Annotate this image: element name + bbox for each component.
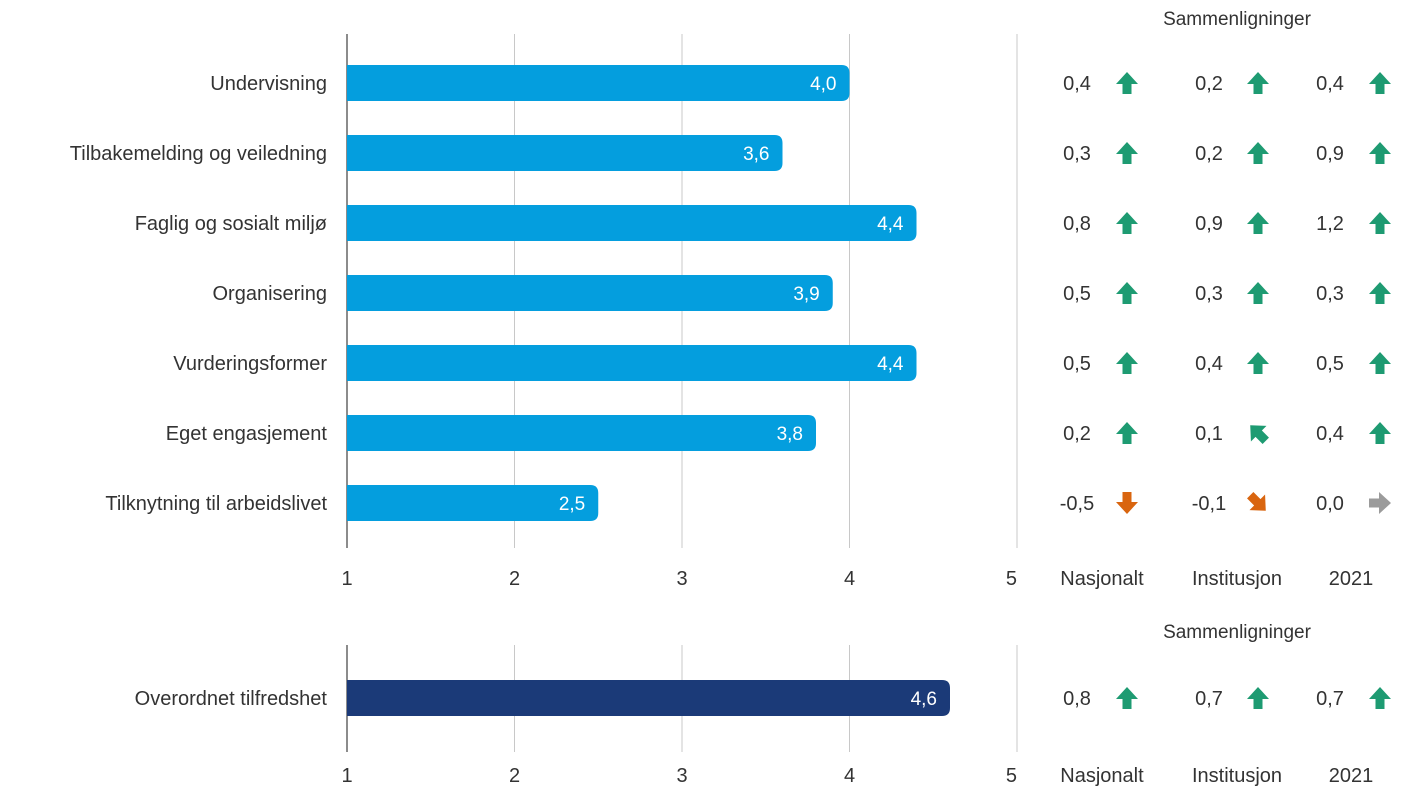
main-bar (347, 485, 599, 521)
main-comparison-arrow-icon (1116, 422, 1138, 444)
main-bar-value-label: 4,4 (877, 354, 904, 375)
overall-comparison-value: 0,7 (1316, 688, 1344, 710)
main-comparison-arrow-icon (1247, 492, 1266, 511)
main-comparison-arrow-icon (1369, 352, 1391, 374)
main-bar (347, 415, 816, 451)
main-comparison-column-label: Institusjon (1192, 568, 1282, 590)
main-comparison-value: 0,2 (1195, 73, 1223, 95)
main-comparison-arrow-icon (1116, 212, 1138, 234)
main-comparison-value: 0,4 (1316, 423, 1344, 445)
main-comparison-arrow-icon (1247, 352, 1269, 374)
main-bar-value-label: 4,4 (877, 214, 904, 235)
overall-comparison-value: 0,8 (1063, 688, 1091, 710)
main-comparison-value: 0,3 (1195, 283, 1223, 305)
main-comparison-column-label: 2021 (1329, 568, 1374, 590)
main-tick-label: 4 (844, 568, 855, 590)
overall-category-label: Overordnet tilfredshet (135, 688, 328, 710)
main-comparison-value: 0,1 (1195, 423, 1223, 445)
overall-comparison-title: Sammenligninger (1163, 622, 1312, 643)
overall-bar-value-label: 4,6 (911, 689, 937, 710)
main-bar-value-label: 3,8 (777, 424, 803, 445)
main-comparison-arrow-icon (1116, 352, 1138, 374)
main-comparison-title: Sammenligninger (1163, 9, 1312, 30)
main-comparison-arrow-icon (1116, 492, 1138, 514)
main-bar-value-label: 3,9 (793, 284, 819, 305)
main-comparison-value: 0,4 (1195, 353, 1223, 375)
overall-comparison-arrow-icon (1369, 687, 1391, 709)
main-category-label: Faglig og sosialt miljø (135, 213, 327, 235)
main-category-label: Tilbakemelding og veiledning (70, 143, 327, 165)
main-comparison-value: 0,5 (1063, 353, 1091, 375)
main-comparison-value: 1,2 (1316, 213, 1344, 235)
main-comparison-value: 0,3 (1316, 283, 1344, 305)
main-comparison-arrow-icon (1116, 72, 1138, 94)
main-comparison-arrow-icon (1369, 282, 1391, 304)
main-comparison-value: 0,0 (1316, 493, 1344, 515)
main-category-label: Vurderingsformer (173, 353, 327, 375)
overall-tick-label: 3 (676, 765, 687, 787)
main-bar (347, 135, 783, 171)
overall-tick-label: 5 (1006, 765, 1017, 787)
main-tick-label: 1 (341, 568, 352, 590)
overall-comparison-value: 0,7 (1195, 688, 1223, 710)
main-bar-value-label: 4,0 (810, 74, 836, 95)
main-bar (347, 205, 917, 241)
main-comparison-value: 0,8 (1063, 213, 1091, 235)
main-category-label: Tilknytning til arbeidslivet (105, 493, 327, 515)
main-comparison-value: 0,4 (1063, 73, 1091, 95)
main-comparison-value: 0,2 (1063, 423, 1091, 445)
main-comparison-arrow-icon (1369, 142, 1391, 164)
main-comparison-arrow-icon (1369, 212, 1391, 234)
main-comparison-arrow-icon (1250, 425, 1269, 444)
main-bar-value-label: 2,5 (559, 494, 585, 515)
main-comparison-value: 0,2 (1195, 143, 1223, 165)
main-comparison-value: -0,5 (1060, 493, 1094, 515)
main-comparison-column-label: Nasjonalt (1060, 568, 1144, 590)
overall-tick-label: 4 (844, 765, 855, 787)
main-comparison-arrow-icon (1116, 142, 1138, 164)
main-comparison-value: 0,3 (1063, 143, 1091, 165)
main-tick-label: 5 (1006, 568, 1017, 590)
main-bar-value-label: 3,6 (743, 144, 769, 165)
main-comparison-arrow-icon (1247, 72, 1269, 94)
main-comparison-arrow-icon (1369, 422, 1391, 444)
main-tick-label: 3 (676, 568, 687, 590)
main-bar (347, 275, 833, 311)
main-comparison-arrow-icon (1247, 282, 1269, 304)
main-bar (347, 65, 850, 101)
main-comparison-value: -0,1 (1192, 493, 1226, 515)
main-comparison-value: 0,5 (1063, 283, 1091, 305)
overall-comparison-arrow-icon (1247, 687, 1269, 709)
main-category-label: Undervisning (210, 73, 327, 95)
overall-comparison-arrow-icon (1116, 687, 1138, 709)
main-bar (347, 345, 917, 381)
main-tick-label: 2 (509, 568, 520, 590)
main-comparison-arrow-icon (1116, 282, 1138, 304)
main-comparison-value: 0,4 (1316, 73, 1344, 95)
main-comparison-value: 0,9 (1316, 143, 1344, 165)
overall-comparison-column-label: Nasjonalt (1060, 765, 1144, 787)
main-comparison-arrow-icon (1247, 142, 1269, 164)
overall-bar (347, 680, 950, 716)
overall-tick-label: 2 (509, 765, 520, 787)
main-category-label: Eget engasjement (166, 423, 328, 445)
main-comparison-value: 0,5 (1316, 353, 1344, 375)
main-comparison-arrow-icon (1369, 492, 1391, 514)
main-comparison-arrow-icon (1369, 72, 1391, 94)
main-comparison-value: 0,9 (1195, 213, 1223, 235)
overall-comparison-column-label: 2021 (1329, 765, 1374, 787)
overall-comparison-column-label: Institusjon (1192, 765, 1282, 787)
overall-tick-label: 1 (341, 765, 352, 787)
main-comparison-arrow-icon (1247, 212, 1269, 234)
main-category-label: Organisering (212, 283, 327, 305)
